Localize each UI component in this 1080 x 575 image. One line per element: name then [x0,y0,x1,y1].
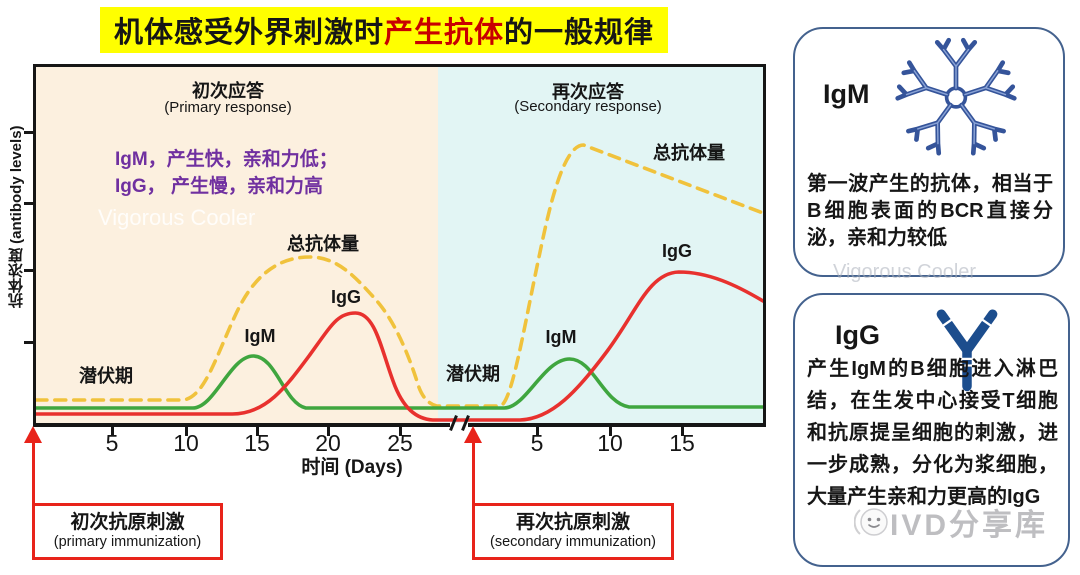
antibody-response-plot: 初次应答 (Primary response) 再次应答 (Secondary … [33,64,766,427]
igm-curve [36,354,763,410]
affinity-note-line2: IgG， 产生慢，亲和力高 [115,176,323,197]
primary-immunization-box: 初次抗原刺激 (primary immunization) [32,503,223,560]
primary-arrow-stem [32,442,35,504]
total-label-secondary: 总抗体量 [653,143,725,163]
latent-period-primary: 潜伏期 [79,366,133,386]
igg-info-panel: IgG 产生IgM的B细胞进入淋巴结，在生发中心接受T细胞和抗原提呈细胞的刺激，… [793,293,1070,567]
igg-panel-label: IgG [835,320,880,350]
primary-arrow-icon [24,426,42,443]
x-tick [185,427,188,436]
x-tick-label: 20 [315,430,341,456]
latent-period-secondary: 潜伏期 [446,364,500,384]
curves-canvas [36,143,763,422]
secondary-immunization-box: 再次抗原刺激 (secondary immunization) [472,503,674,560]
watermark-bottom-text: IVD分享库 [890,509,1049,542]
x-tick [536,427,539,436]
y-tick [24,269,33,272]
affinity-note: IgM，产生快，亲和力低； IgG， 产生慢，亲和力高 [115,146,338,200]
x-tick-label: 15 [244,430,270,456]
igm-info-panel: IgM 第一波产生的抗体，相当于B细胞表面的BCR直接分泌，亲和力较低 [793,27,1065,277]
secondary-response-subtitle: (Secondary response) [514,98,662,115]
igm-label-primary: IgM [244,326,276,346]
title-suffix: 的一般规律 [504,17,655,49]
page-title: 机体感受外界刺激时 产生抗体 的一般规律 [100,7,668,53]
watermark-chart: Vigorous Cooler [98,205,256,230]
title-prefix: 机体感受外界刺激时 [113,17,384,49]
title-highlight: 产生抗体 [383,17,504,49]
igm-pentamer-icon [895,37,1017,156]
x-tick [399,427,402,436]
axis-break-gap [450,423,468,429]
total-label-primary: 总抗体量 [287,234,359,254]
x-tick-label: 5 [530,430,544,456]
secondary-arrow-icon [464,426,482,443]
y-tick [24,202,33,205]
x-axis-label: 时间 (Days) [301,457,403,478]
primary-response-title: 初次应答 [192,81,264,101]
total-antibody-curve [36,143,763,408]
secondary-immunization-en: (secondary immunization) [489,534,656,551]
x-tick [327,427,330,436]
igg-label-primary: IgG [331,287,361,307]
x-tick [609,427,612,436]
primary-immunization-zh: 初次抗原刺激 [70,512,185,534]
affinity-note-line1: IgM，产生快，亲和力低； [115,149,338,170]
y-tick [24,131,33,134]
igg-label-secondary: IgG [662,241,692,261]
igg-panel-text: 产生IgM的B细胞进入淋巴结，在生发中心接受T细胞和抗原提呈细胞的刺激，进一步成… [807,358,1058,508]
watermark-face-icon [854,508,888,536]
x-tick [681,427,684,436]
x-tick-label: 25 [387,430,413,456]
watermark-middle: Vigorous Cooler [833,261,977,283]
x-tick [111,427,114,436]
x-tick-label: 10 [597,430,623,456]
igm-panel-label: IgM [823,79,870,109]
watermark-bottom: IVD分享库 [854,500,1048,544]
y-axis-label: 抗体浓度 (antibody levels) [8,125,25,309]
secondary-response-title: 再次应答 [552,82,624,102]
x-tick [256,427,259,436]
x-tick-label: 5 [105,430,119,456]
primary-immunization-en: (primary immunization) [53,534,202,551]
primary-response-subtitle: (Primary response) [164,99,292,116]
x-tick-label: 15 [669,430,695,456]
secondary-arrow-stem [472,442,475,504]
igm-label-secondary: IgM [545,327,577,347]
y-tick [24,341,33,344]
x-tick-label: 10 [173,430,199,456]
igg-curve [36,270,763,422]
igg-antibody-icon [936,309,998,392]
secondary-immunization-zh: 再次抗原刺激 [515,512,630,534]
igm-panel-text: 第一波产生的抗体，相当于B细胞表面的BCR直接分泌，亲和力较低 [807,173,1053,249]
